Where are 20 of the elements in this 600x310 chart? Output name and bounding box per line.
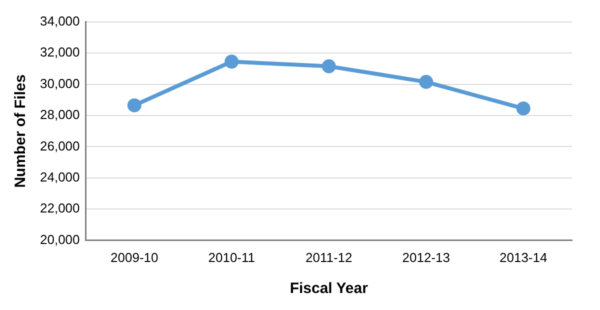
y-tick-label: 30,000 (40, 76, 80, 91)
x-tick-label: 2009-10 (110, 250, 158, 265)
point (224, 54, 239, 69)
y-tick-label: 22,000 (40, 200, 80, 216)
y-axis-title: Number of Files (12, 74, 30, 188)
x-axis-title: Fiscal Year (290, 280, 368, 298)
x-tick-label: 2012-13 (402, 250, 450, 265)
y-tick-label: 32,000 (40, 44, 80, 60)
point (127, 98, 142, 112)
y-tick-label: 24,000 (40, 170, 80, 185)
x-tick-label: 2010-11 (208, 250, 256, 265)
x-tick-label: 2013-14 (500, 250, 548, 265)
point (322, 59, 336, 74)
y-tick-label: 28,000 (40, 107, 80, 122)
y-tick-label: 26,000 (40, 138, 80, 154)
y-tick-label: 20,000 (40, 232, 80, 247)
point (516, 101, 530, 116)
y-tick-label: 34,000 (40, 13, 80, 28)
point (419, 74, 434, 89)
x-tick-label: 2011-12 (306, 250, 352, 265)
